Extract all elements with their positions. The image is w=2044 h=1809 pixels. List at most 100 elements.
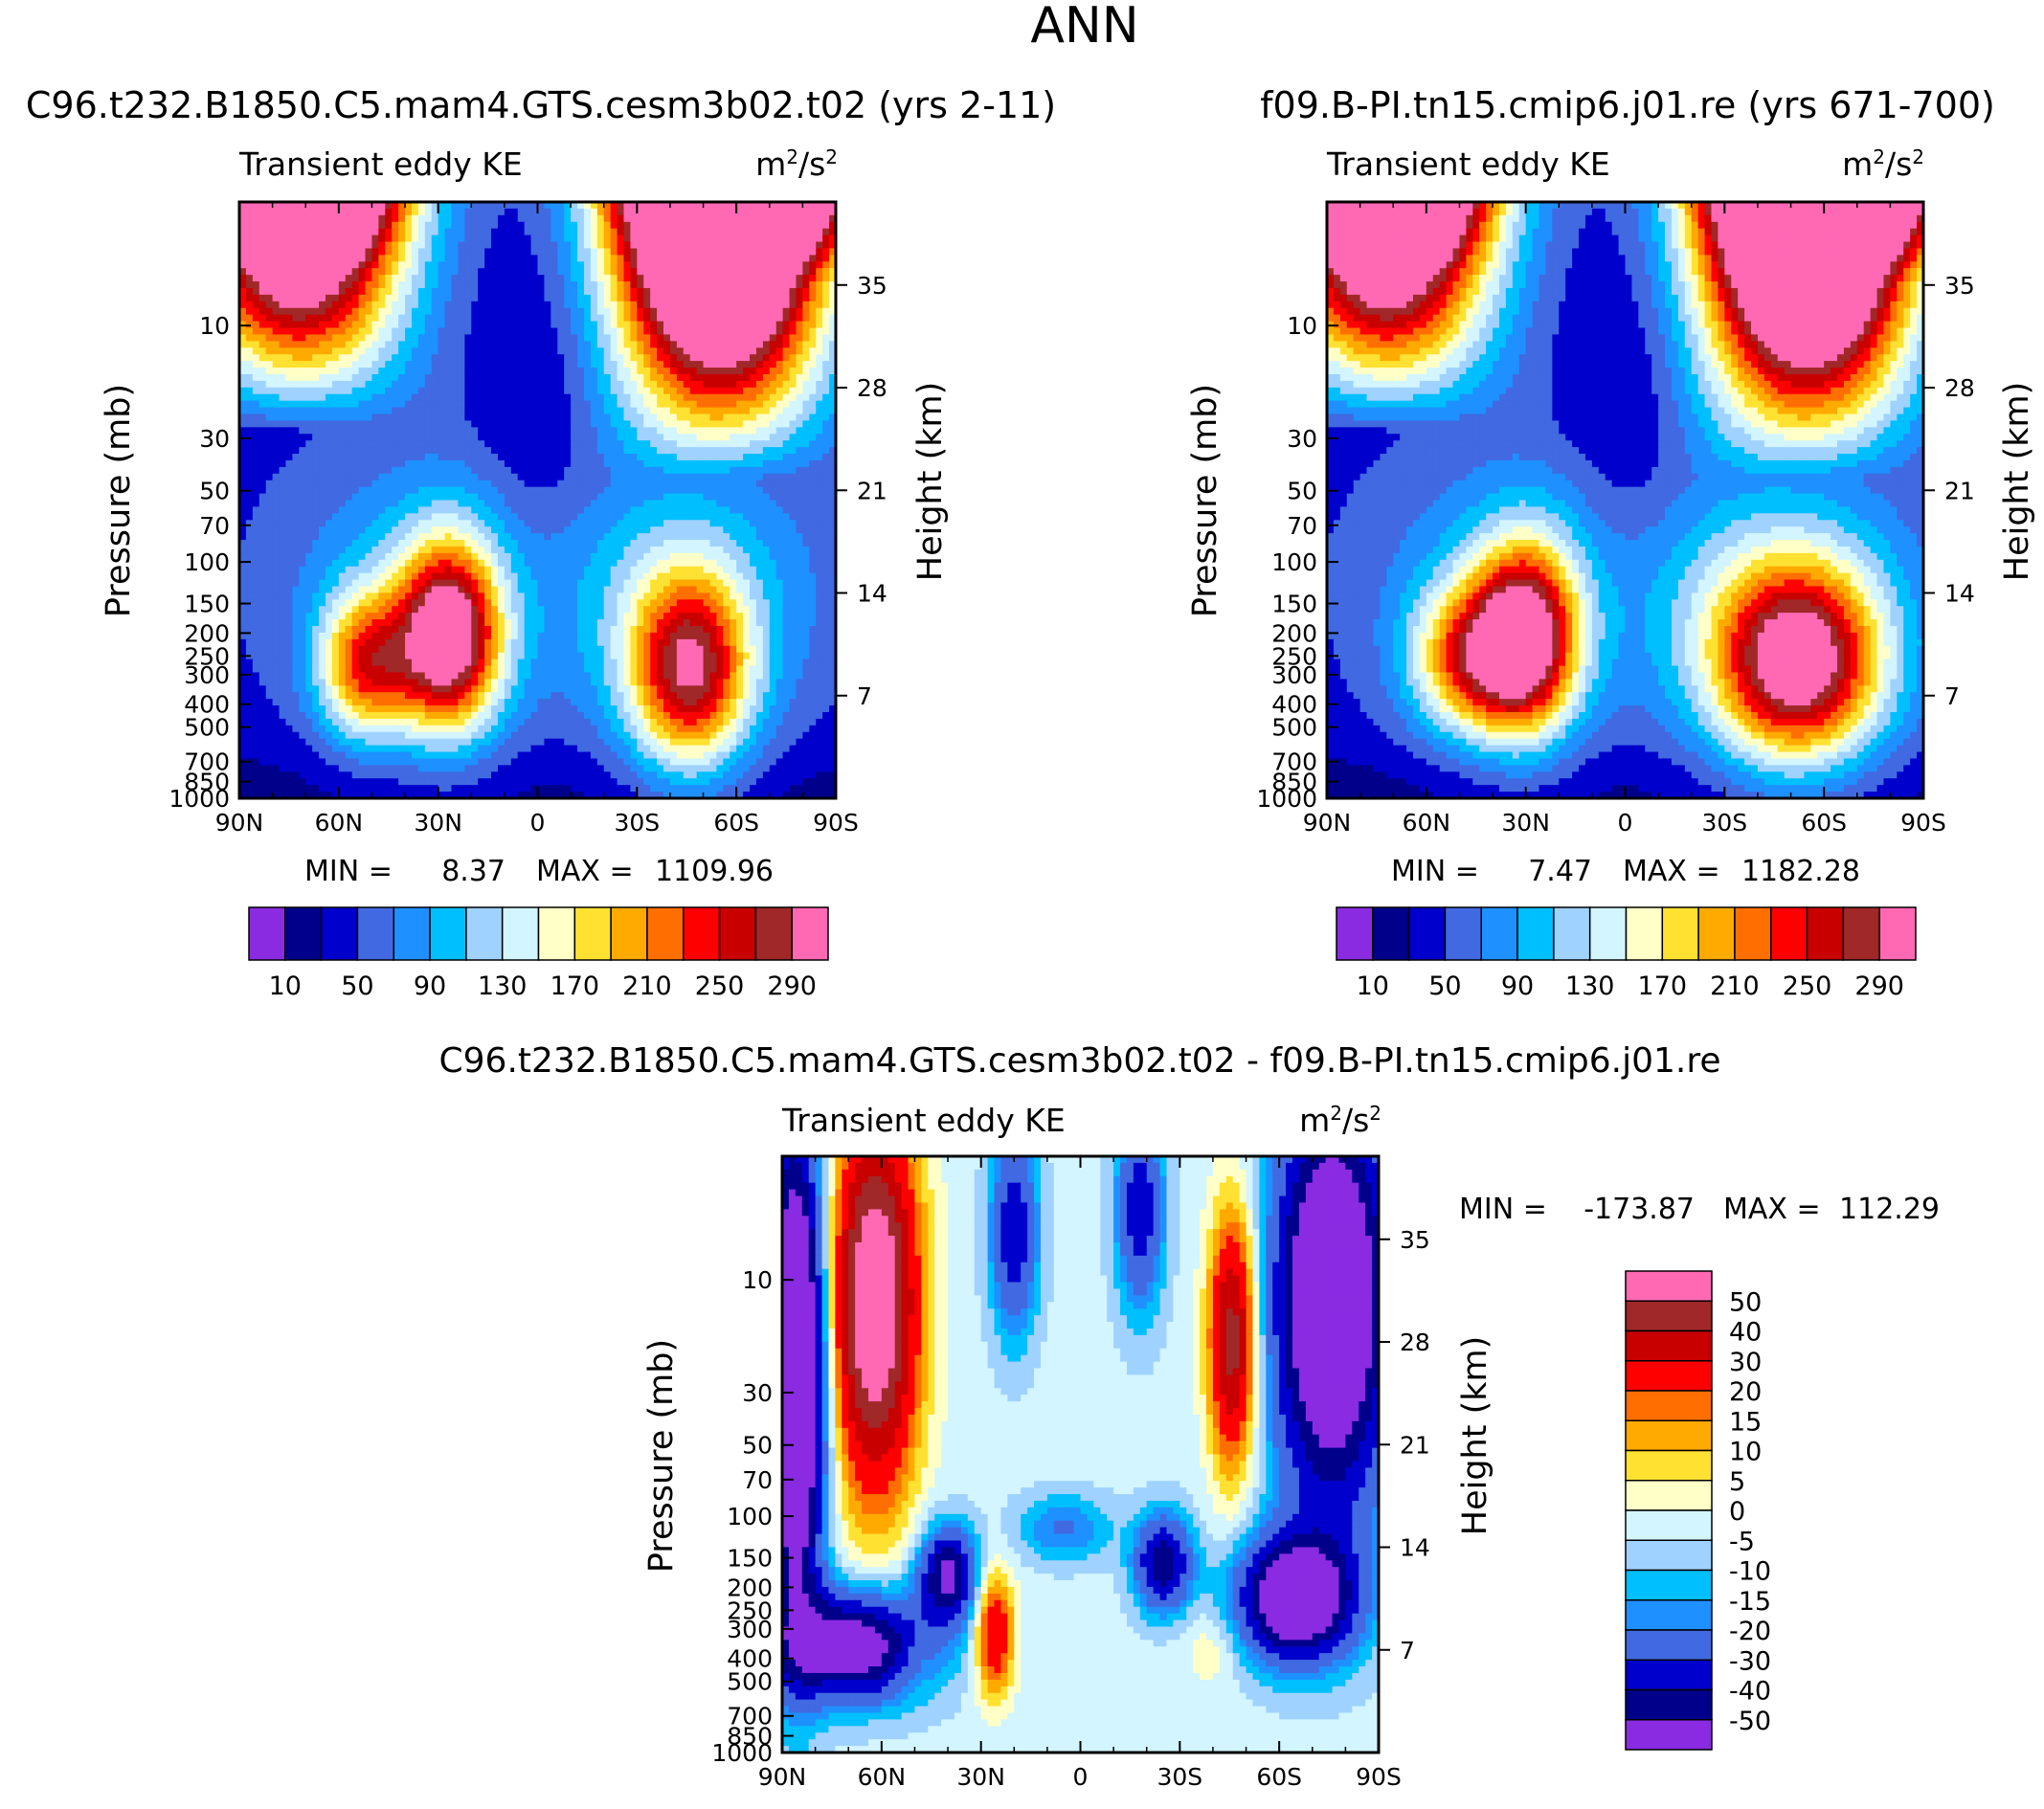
contour-cell <box>511 368 519 375</box>
contour-cell <box>525 361 532 368</box>
contour-cell <box>571 229 578 236</box>
contour-cell <box>299 215 306 223</box>
contour-cell <box>790 540 797 547</box>
contour-cell <box>591 242 598 250</box>
contour-cell <box>392 222 399 230</box>
contour-cell <box>802 513 810 521</box>
contour-cell <box>557 560 565 568</box>
contour-cell <box>650 394 658 402</box>
contour-cell <box>471 215 479 223</box>
contour-cell <box>253 513 260 521</box>
contour-cell <box>478 374 485 382</box>
contour-cell <box>432 494 439 502</box>
contour-cell <box>809 394 817 402</box>
contour-cell <box>518 513 526 521</box>
contour-cell <box>650 322 658 329</box>
contour-cell <box>339 487 347 495</box>
contour-cell <box>550 427 558 435</box>
contour-cell <box>352 374 360 382</box>
contour-cell <box>326 401 333 409</box>
contour-cell <box>366 447 373 455</box>
contour-cell <box>525 288 532 296</box>
contour-cell <box>253 520 260 527</box>
contour-cell <box>332 322 340 329</box>
contour-cell <box>690 281 698 289</box>
contour-cell <box>464 414 472 422</box>
contour-cell <box>643 388 651 395</box>
contour-cell <box>346 480 353 488</box>
contour-cell <box>770 467 777 475</box>
contour-cell <box>246 460 254 468</box>
contour-cell <box>346 361 353 368</box>
contour-cell <box>584 374 592 382</box>
contour-cell <box>253 281 260 289</box>
contour-cell <box>405 368 413 375</box>
contour-cell <box>398 381 406 389</box>
contour-cell <box>484 533 492 541</box>
contour-cell <box>544 328 551 336</box>
contour-cell <box>538 368 546 375</box>
contour-cell <box>796 215 803 223</box>
contour-cell <box>697 215 705 223</box>
contour-cell <box>550 215 558 223</box>
contour-cell <box>809 408 817 415</box>
contour-cell <box>690 328 698 336</box>
contour-cell <box>776 501 784 508</box>
contour-cell <box>709 322 717 329</box>
contour-cell <box>452 308 460 316</box>
contour-cell <box>630 302 638 309</box>
contour-cell <box>623 394 631 402</box>
contour-cell <box>398 560 406 568</box>
contour-cell <box>511 295 519 302</box>
contour-cell <box>690 547 698 554</box>
contour-cell <box>736 513 744 521</box>
contour-cell <box>339 440 347 448</box>
contour-cell <box>292 401 300 409</box>
contour-cell <box>591 281 598 289</box>
contour-cell <box>246 268 254 276</box>
contour-cell <box>637 460 644 468</box>
contour-cell <box>371 434 379 441</box>
contour-cell <box>259 361 267 368</box>
contour-cell <box>597 560 605 568</box>
contour-cell <box>366 288 373 296</box>
contour-cell <box>339 447 347 455</box>
contour-cell <box>637 513 644 521</box>
contour-cell <box>750 414 757 422</box>
contour-cell <box>326 467 333 475</box>
contour-cell <box>584 261 592 269</box>
contour-cell <box>280 506 287 514</box>
contour-cell <box>571 235 578 243</box>
contour-cell <box>452 302 460 309</box>
contour-cell <box>723 494 730 502</box>
contour-cell <box>392 215 399 223</box>
contour-cell <box>452 513 460 521</box>
contour-cell <box>425 447 433 455</box>
contour-cell <box>577 494 585 502</box>
contour-cell <box>464 374 472 382</box>
contour-cell <box>511 487 519 495</box>
contour-cell <box>352 388 360 395</box>
contour-cell <box>577 354 585 362</box>
contour-cell <box>550 322 558 329</box>
contour-cell <box>418 341 426 348</box>
contour-cell <box>359 420 367 428</box>
contour-cell <box>790 308 797 316</box>
contour-cell <box>730 414 737 422</box>
contour-cell <box>544 347 551 355</box>
contour-cell <box>471 347 479 355</box>
contour-cell <box>716 209 724 216</box>
contour-cell <box>246 467 254 475</box>
contour-cell <box>366 480 373 488</box>
contour-cell <box>704 361 711 368</box>
contour-cell <box>564 494 572 502</box>
contour-cell <box>312 513 320 521</box>
contour-cell <box>684 480 691 488</box>
contour-cell <box>438 454 446 461</box>
contour-cell <box>339 281 347 289</box>
contour-cell <box>259 408 267 415</box>
contour-cell <box>750 467 757 475</box>
contour-cell <box>292 255 300 262</box>
contour-cell <box>538 447 546 455</box>
contour-cell <box>458 288 465 296</box>
